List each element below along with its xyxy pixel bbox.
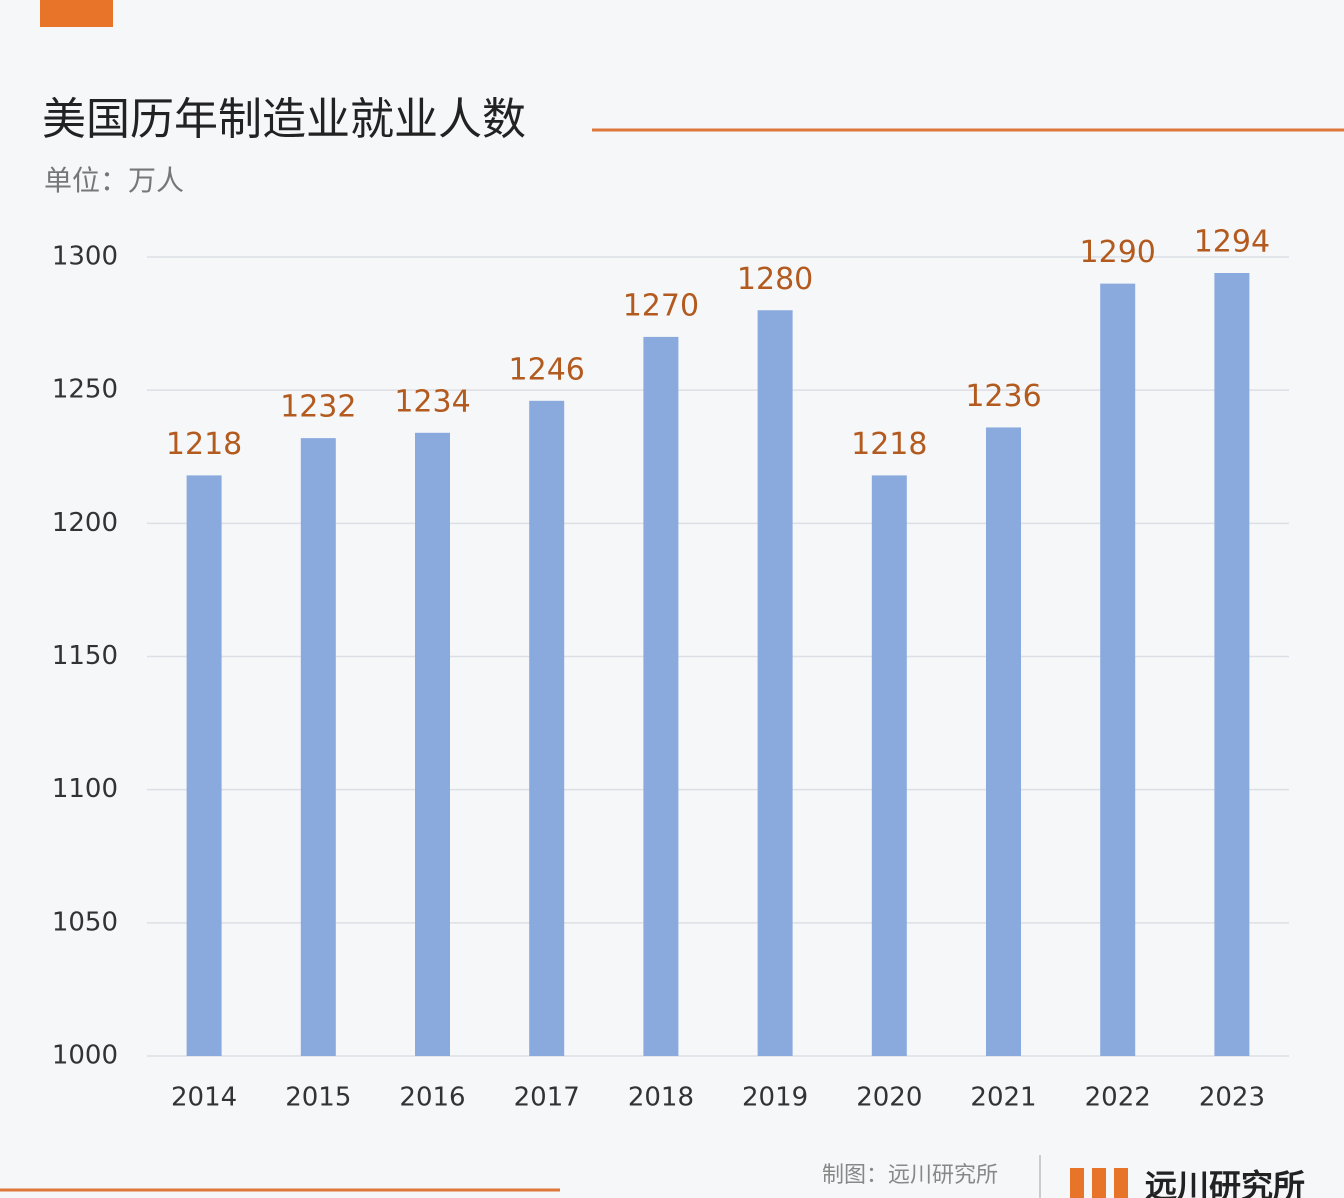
x-tick-label: 2019 <box>742 1083 808 1113</box>
y-tick-label: 1000 <box>52 1041 118 1071</box>
bar <box>1214 272 1250 1057</box>
data-label: 1234 <box>394 384 470 419</box>
y-tick-label: 1250 <box>52 375 118 405</box>
logo-text: 远川研究所 <box>1145 1167 1305 1198</box>
y-tick-label: 1200 <box>52 508 118 538</box>
y-tick-label: 1050 <box>52 907 118 937</box>
data-label: 1246 <box>509 352 585 387</box>
bar <box>986 427 1021 1056</box>
x-tick-label: 2022 <box>1085 1083 1151 1113</box>
bar <box>871 475 907 1057</box>
logo-mark <box>1092 1168 1106 1198</box>
bar <box>415 432 450 1056</box>
decor-block <box>40 0 113 27</box>
bar <box>300 438 336 1056</box>
x-tick-label: 2023 <box>1199 1083 1265 1113</box>
source: 制图：远川研究所 <box>822 1163 998 1188</box>
data-label: 1290 <box>1080 235 1156 270</box>
x-tick-label: 2015 <box>285 1083 351 1113</box>
data-label: 1236 <box>965 379 1041 414</box>
x-tick-label: 2016 <box>399 1083 465 1113</box>
y-tick-label: 1100 <box>52 774 118 804</box>
bar <box>1100 283 1136 1057</box>
bar <box>757 310 793 1056</box>
bar <box>643 336 679 1056</box>
chart-subtitle: 单位：万人 <box>44 164 184 197</box>
data-label: 1218 <box>166 427 242 462</box>
x-tick-label: 2018 <box>628 1083 694 1113</box>
y-tick-label: 1150 <box>52 641 118 671</box>
bar <box>529 400 565 1056</box>
y-tick-label: 1300 <box>52 242 118 272</box>
x-tick-label: 2017 <box>514 1083 580 1113</box>
logo-mark <box>1114 1168 1128 1198</box>
x-tick-label: 2020 <box>856 1083 922 1113</box>
data-label: 1270 <box>623 288 699 323</box>
x-tick-label: 2021 <box>970 1083 1036 1113</box>
logo-mark <box>1070 1168 1084 1198</box>
data-label: 1218 <box>851 427 927 462</box>
data-label: 1280 <box>737 262 813 297</box>
data-label: 1294 <box>1194 224 1270 259</box>
chart-title: 美国历年制造业就业人数 <box>42 94 526 145</box>
data-label: 1232 <box>280 390 356 425</box>
x-tick-label: 2014 <box>171 1083 237 1113</box>
bar <box>186 475 222 1057</box>
